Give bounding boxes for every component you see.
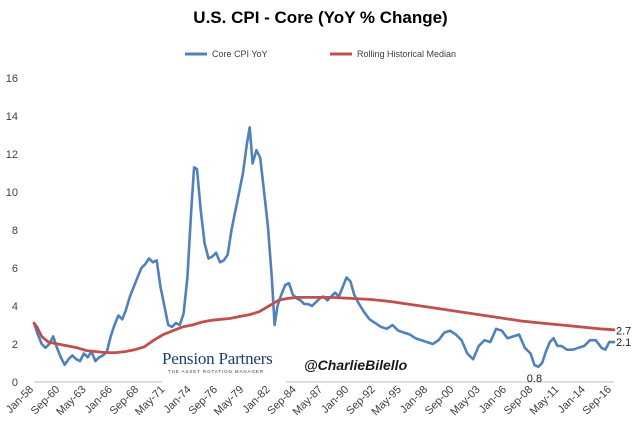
series-rolling-median-line (32, 295, 616, 355)
y-tick-label: 6 (12, 263, 18, 275)
series-core-cpi-line (32, 126, 616, 369)
twitter-handle: @CharlieBilello (302, 357, 410, 373)
x-tick-label: May-63 (54, 384, 88, 418)
y-tick-label: 12 (6, 149, 18, 161)
x-axis-ticks: Jan-58Sep-60May-63Jan-66Sep-68May-71Jan-… (4, 384, 614, 418)
y-tick-label: 2 (12, 339, 18, 351)
y-tick-label: 14 (6, 111, 18, 123)
legend-label: Rolling Historical Median (357, 49, 456, 59)
x-tick-label: May-71 (133, 384, 167, 418)
annotation-median-last: 2.7 (616, 326, 631, 338)
y-tick-label: 0 (12, 377, 18, 389)
x-tick-label: May-87 (291, 384, 325, 418)
x-tick-label: May-11 (528, 384, 562, 418)
y-tick-label: 16 (6, 73, 18, 85)
series-group (32, 126, 616, 369)
y-tick-label: 4 (12, 301, 18, 313)
annotations: 2.72.1 0.8 (527, 326, 632, 385)
logo-tagline: THE ASSET ROTATION MANAGER (168, 369, 264, 374)
legend: Core CPI YoY Rolling Historical Median (185, 49, 456, 59)
y-axis-ticks: 0 2 4 6 8 10 12 14 16 (6, 73, 18, 389)
x-tick-label: Sep-16 (581, 384, 615, 418)
pension-partners-logo: Pension Partners THE ASSET ROTATION MANA… (162, 349, 286, 385)
annotation-low-2010: 0.8 (527, 373, 542, 385)
legend-label: Core CPI YoY (212, 49, 268, 59)
x-tick-label: May-03 (448, 384, 482, 418)
y-tick-label: 10 (6, 187, 18, 199)
chart-title: U.S. CPI - Core (YoY % Change) (193, 8, 448, 27)
annotation-core-last: 2.1 (616, 337, 631, 349)
x-tick-label: May-79 (212, 384, 246, 418)
y-tick-label: 8 (12, 225, 18, 237)
logo-name: Pension Partners (162, 349, 273, 368)
x-tick-label: May-95 (370, 384, 404, 418)
